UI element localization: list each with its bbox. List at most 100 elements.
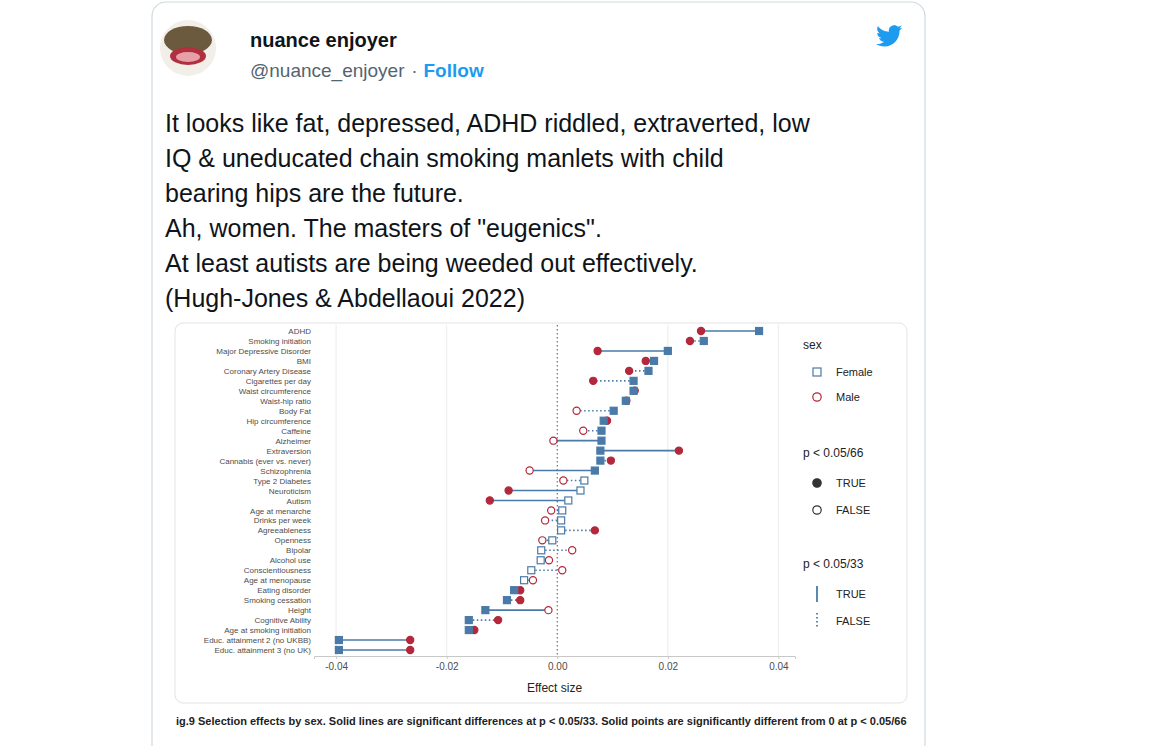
category-label: ADHD [288,327,311,336]
point-circle [529,577,536,584]
y-tick: Alzheimer [275,437,313,446]
point-circle [580,427,587,434]
category-label: Schizophrenia [260,467,311,476]
difference-line [598,350,668,352]
point-square [335,637,342,644]
point-square [598,427,605,434]
tweet-line: Ah, women. The masters of "eugenics". [165,214,602,242]
legend-label: Male [836,391,860,403]
point-circle [607,457,614,464]
y-tick: Neuroticism [269,487,313,496]
category-label: BMI [297,357,311,366]
y-tick: Educ. attainment 2 (no UKBB) [204,636,313,645]
y-tick: Caffeine [281,427,313,436]
point-square [521,577,528,584]
y-tick: Openness [275,536,313,545]
y-tick: Smoking initiation [248,337,313,346]
category-label: Agreeableness [258,526,311,535]
avatar-tongue [176,52,200,62]
point-circle [407,646,414,653]
y-tick: Cognitive Ability [255,616,313,625]
legend-symbol [813,393,821,401]
y-tick: Height [288,606,313,615]
point-circle [623,397,630,404]
difference-line [469,619,498,621]
category-label: Waist-hip ratio [260,397,311,406]
category-label: Cigarettes per day [246,377,311,386]
category-label: Eating disorder [257,586,311,595]
x-tick: -0.02 [436,656,459,672]
y-tick: Autism [287,497,313,506]
legend: sexFemaleMalep < 0.05/66TRUEFALSEp < 0.0… [803,338,873,629]
legend-title: sex [803,338,822,352]
x-tick-mark [668,656,669,659]
point-square [600,417,607,424]
category-label: Age at smoking initiation [224,626,311,635]
caption: ig.9 Selection effects by sex. Solid lin… [176,715,907,727]
grid-line [446,325,447,656]
point-square [465,627,472,634]
x-tick-label: 0.02 [659,661,679,672]
y-tick: Cigarettes per day [246,377,313,386]
canvas: nuance enjoyer@nuance_enjoyer·FollowIt l… [0,0,1170,746]
y-tick: Agreeableness [258,526,313,535]
difference-line [600,450,679,452]
category-label: Cognitive Ability [255,616,311,625]
y-tick: Drinks per week [254,516,313,525]
follow-button[interactable]: Follow [424,60,484,81]
category-label: Openness [275,536,311,545]
category-label: Neuroticism [269,487,312,496]
point-circle [569,547,576,554]
point-circle [517,597,524,604]
point-circle [505,487,512,494]
point-circle [686,337,693,344]
legend-label: FALSE [836,615,870,627]
grid [336,325,778,656]
legend-symbol [813,506,821,514]
point-circle [675,447,682,454]
separator: · [411,60,417,81]
x-axis-line [315,657,796,660]
y-tick: Body Fat [279,407,313,416]
point-square [558,517,565,524]
y-tick: Hip circumference [247,417,313,426]
legend-symbol [816,613,818,629]
legend-label: Female [836,366,873,378]
category-label: Age at menarche [250,506,311,515]
category-label: Educ. attainment 2 (no UKBB) [204,636,312,645]
point-square [598,437,605,444]
legend-label: TRUE [836,588,866,600]
category-label: Drinks per week [254,516,312,525]
legend-title: p < 0.05/66 [803,446,864,460]
point-circle [545,607,552,614]
point-square [465,617,472,624]
x-axis-title: Effect size [527,681,582,695]
point-square [664,347,671,354]
point-square [645,367,652,374]
avatar-bg [160,20,216,76]
difference-line [485,609,548,611]
point-square [630,387,637,394]
avatar-mouth [170,47,206,65]
point-circle [495,616,502,623]
point-square [591,467,598,474]
difference-line [509,490,581,492]
user-name: nuance enjoyer [250,29,397,51]
point-square [537,557,544,564]
category-label: Alcohol use [270,556,312,565]
y-tick: Schizophrenia [260,467,313,476]
category-label: Coronary Artery Disease [224,367,312,376]
difference-line [553,440,601,442]
category-label: Height [288,606,312,615]
y-tick: Age at menarche [250,506,313,515]
point-circle [486,497,493,504]
y-tick: ADHD [288,327,313,336]
x-tick-label: 0.04 [769,661,789,672]
legend-symbol [816,586,818,602]
point-square [610,407,617,414]
tweet-line: At least autists are being weeded out ef… [165,249,698,277]
category-label: Conscientiousness [244,566,311,575]
x-tick: -0.04 [325,656,348,672]
grid-line [778,325,779,656]
category-label: Smoking cessation [244,596,311,605]
